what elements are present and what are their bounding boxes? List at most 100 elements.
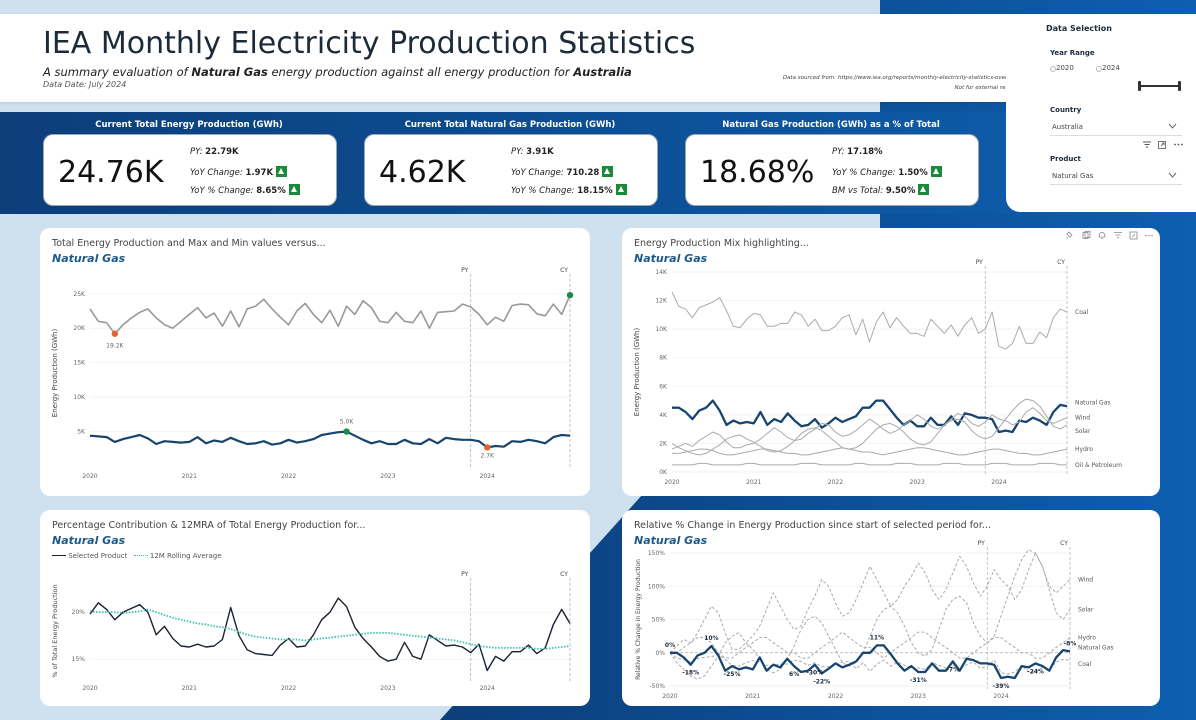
series-line-coal [671, 291, 1068, 350]
series-end-label: Solar [1078, 607, 1094, 614]
x-tick-label: 2020 [664, 479, 679, 486]
copy-icon[interactable] [1082, 231, 1091, 239]
chart-title: Relative % Change in Energy Production s… [634, 520, 991, 531]
series-end-label: Coal [1075, 309, 1089, 316]
y-axis-label: Relative % Change in Energy Production [635, 559, 642, 680]
country-dropdown[interactable]: Australia [1052, 123, 1083, 131]
year-to[interactable]: 2024 [1102, 64, 1120, 72]
chart-card-relative[interactable]: Relative % Change in Energy Production s… [622, 510, 1160, 706]
x-tick-label: 2024 [480, 685, 495, 692]
y-tick-label: 2K [659, 440, 668, 447]
kpi-py-value: 3.91K [526, 147, 554, 157]
radio-icon[interactable] [1096, 66, 1102, 72]
series-end-label: Wind [1078, 577, 1093, 584]
kpi-yoy-pct-value: 18.15% [577, 186, 613, 196]
series-end-label: Solar [1075, 428, 1091, 435]
series-end-label: Natural Gas [1075, 399, 1111, 406]
chart-card-mix[interactable]: Energy Production Mix highlighting... Na… [622, 228, 1160, 496]
x-tick-label: 2021 [182, 685, 197, 692]
pin-icon[interactable] [1066, 231, 1073, 239]
x-tick-label: 2022 [828, 479, 843, 486]
data-label: 2.7K [480, 452, 495, 459]
series-end-label: Hydro [1075, 446, 1093, 453]
x-tick-label: 2023 [910, 479, 925, 486]
chart-card-total[interactable]: Total Energy Production and Max and Min … [40, 228, 590, 496]
x-tick-label: 2024 [991, 479, 1006, 486]
series-line-solar [671, 398, 1068, 456]
slider-handle-start[interactable] [1138, 81, 1141, 91]
chart-subtitle: Natural Gas [52, 252, 126, 265]
series-line-natural-gas [672, 399, 1068, 434]
slider-handle-end[interactable] [1178, 81, 1181, 91]
visual-header-icons[interactable] [1066, 231, 1156, 241]
kpi-value: 4.62K [379, 155, 466, 190]
product-dropdown[interactable]: Natural Gas [1052, 172, 1094, 180]
series-end-label: Wind [1075, 415, 1090, 422]
subtitle-country: Australia [573, 65, 632, 79]
legend-selected: Selected Product [68, 552, 128, 560]
page-subtitle: A summary evaluation of Natural Gas ener… [43, 65, 632, 79]
kpi-py-value: 22.79K [205, 147, 239, 157]
data-selection-title: Data Selection [1046, 24, 1112, 33]
radio-icon[interactable] [1050, 66, 1056, 72]
kpi-value: 18.68% [700, 155, 815, 190]
legend-rolling: 12M Rolling Average [149, 552, 222, 560]
y-tick-label: 100% [648, 583, 665, 590]
data-label: -22% [813, 678, 830, 685]
focus-mode-icon[interactable] [1129, 231, 1138, 240]
kpi-yoy-value: 1.97K [245, 168, 274, 178]
y-tick-label: 0K [659, 469, 668, 476]
series-line-wind [669, 552, 1071, 654]
chart-title: Total Energy Production and Max and Min … [52, 238, 326, 249]
period-marker-label: PY [978, 540, 985, 547]
data-selection-panel: Data Selection Year Range 2020 2024 Coun… [1006, 14, 1196, 212]
y-tick-label: 10K [655, 326, 668, 333]
chevron-down-icon[interactable] [1168, 172, 1177, 178]
x-tick-label: 2024 [480, 473, 495, 480]
chart-energy-mix: 0K 2K 4K 6K 8K 10K 12K 14K Energy Production (GW… [633, 259, 1122, 486]
y-tick-label: 12K [655, 298, 668, 305]
x-tick-label: 2024 [993, 693, 1008, 700]
data-label: 10% [704, 635, 718, 642]
bell-icon[interactable] [1098, 232, 1106, 239]
data-label: -8% [1064, 640, 1077, 647]
legend-line-selected [52, 555, 66, 556]
data-label: -39% [993, 683, 1010, 690]
arrow-up-icon [288, 184, 300, 195]
y-tick-label: 10K [73, 394, 86, 401]
series-line-wind [671, 407, 1068, 450]
more-options-icon[interactable] [1174, 143, 1183, 146]
kpi-value: 24.76K [58, 155, 164, 190]
data-label: -31% [910, 677, 927, 684]
more-options-icon[interactable] [1145, 234, 1153, 237]
data-label: -30% [806, 670, 823, 677]
title-card [0, 14, 1034, 102]
y-tick-label: 15% [72, 656, 86, 663]
series-line-total [89, 294, 571, 335]
year-from[interactable]: 2020 [1056, 64, 1074, 72]
filter-icon[interactable] [1114, 232, 1122, 238]
period-marker-label: PY [461, 571, 468, 578]
chart-title: Percentage Contribution & 12MRA of Total… [52, 520, 366, 531]
data-label: -25% [724, 671, 741, 678]
kpi-py-value: 17.18% [847, 147, 883, 157]
expand-icon[interactable] [1158, 141, 1166, 149]
series-end-label: Hydro [1078, 634, 1096, 641]
min-marker [111, 330, 119, 337]
chart-subtitle: Natural Gas [634, 252, 708, 265]
x-tick-label: 2020 [82, 473, 97, 480]
page-title: IEA Monthly Electricity Production Stati… [43, 26, 696, 61]
year-range-slider[interactable] [1140, 85, 1180, 87]
series-line-hydro [672, 447, 1068, 456]
chart-card-contribution[interactable]: Percentage Contribution & 12MRA of Total… [40, 510, 590, 706]
arrow-up-icon [276, 166, 288, 177]
x-tick-label: 2023 [380, 685, 395, 692]
series-line-solar [669, 549, 1071, 680]
filter-icon[interactable] [1143, 141, 1151, 148]
year-range-label: Year Range [1050, 49, 1095, 57]
chevron-down-icon[interactable] [1168, 123, 1177, 129]
product-label: Product [1050, 155, 1081, 163]
period-marker-label: CY [1057, 259, 1065, 266]
series-line-selected-product [89, 597, 571, 672]
y-tick-label: -50% [649, 683, 665, 690]
